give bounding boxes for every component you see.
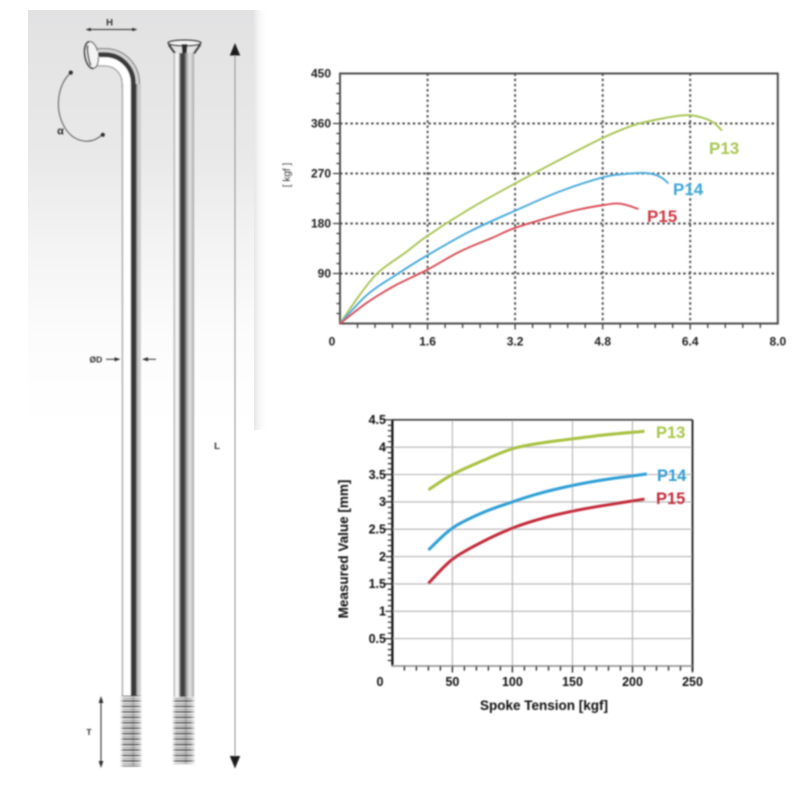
svg-text:2: 2: [379, 550, 386, 564]
svg-text:α: α: [57, 126, 64, 138]
svg-text:P14: P14: [673, 180, 704, 199]
svg-text:1.6: 1.6: [419, 335, 436, 349]
svg-text:100: 100: [502, 675, 523, 689]
svg-text:P15: P15: [656, 490, 685, 508]
svg-text:250: 250: [682, 675, 703, 689]
svg-text:4: 4: [379, 441, 386, 455]
svg-text:450: 450: [311, 67, 331, 81]
svg-text:0: 0: [377, 675, 384, 689]
svg-text:P13: P13: [656, 424, 685, 442]
svg-text:2.5: 2.5: [369, 523, 386, 537]
svg-text:Spoke Tension [kgf]: Spoke Tension [kgf]: [480, 698, 608, 713]
svg-text:1: 1: [379, 605, 386, 619]
svg-text:1.5: 1.5: [369, 577, 386, 591]
svg-text:270: 270: [311, 167, 331, 181]
svg-text:H: H: [106, 18, 113, 29]
svg-text:P13: P13: [709, 139, 739, 158]
svg-text:4.5: 4.5: [369, 413, 386, 427]
svg-text:0.5: 0.5: [369, 632, 386, 646]
svg-text:90: 90: [318, 267, 332, 281]
svg-text:6.4: 6.4: [682, 335, 699, 349]
svg-text:150: 150: [562, 675, 583, 689]
svg-text:P15: P15: [647, 207, 677, 226]
svg-text:180: 180: [311, 217, 331, 231]
svg-text:3.5: 3.5: [369, 468, 386, 482]
svg-text:3.2: 3.2: [507, 335, 524, 349]
svg-text:4.8: 4.8: [594, 335, 611, 349]
svg-text:[ kgf ]: [ kgf ]: [282, 163, 293, 188]
svg-text:0: 0: [329, 335, 336, 349]
svg-text:ØD: ØD: [90, 355, 103, 365]
svg-text:P14: P14: [657, 467, 687, 485]
svg-text:3: 3: [379, 495, 386, 509]
svg-text:50: 50: [445, 675, 459, 689]
svg-text:360: 360: [311, 117, 331, 131]
svg-text:Measured Value [mm]: Measured Value [mm]: [336, 480, 351, 619]
svg-text:8.0: 8.0: [769, 335, 786, 349]
svg-text:L: L: [214, 441, 220, 452]
svg-text:200: 200: [622, 675, 643, 689]
svg-text:T: T: [86, 727, 92, 737]
